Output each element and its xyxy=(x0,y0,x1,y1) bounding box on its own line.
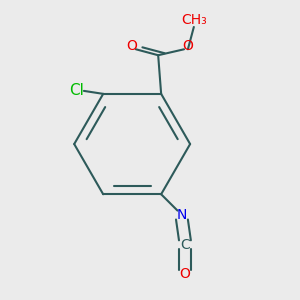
Text: O: O xyxy=(126,39,137,53)
Text: N: N xyxy=(177,208,187,222)
Text: Cl: Cl xyxy=(69,83,84,98)
Text: O: O xyxy=(182,39,193,53)
Text: CH₃: CH₃ xyxy=(181,13,207,27)
Text: O: O xyxy=(179,268,191,281)
Text: C: C xyxy=(180,238,190,252)
